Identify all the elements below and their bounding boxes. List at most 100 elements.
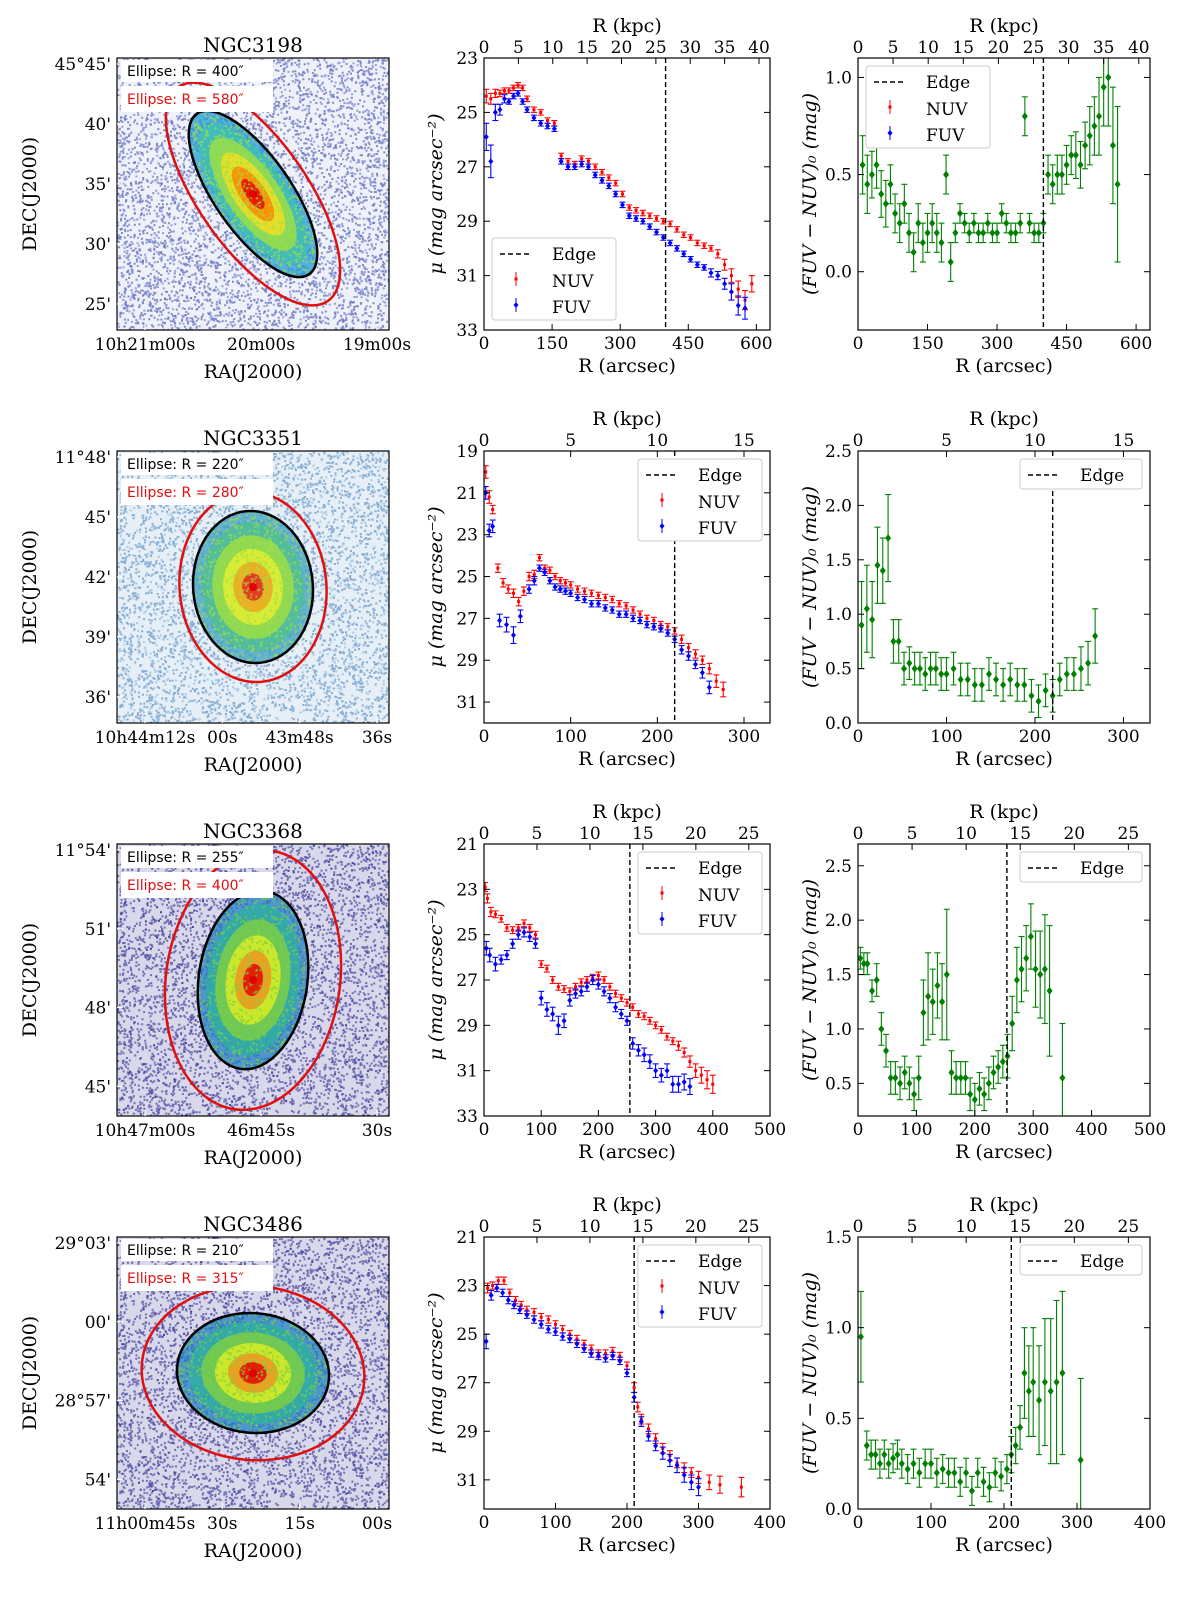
point — [696, 1484, 701, 1491]
x2-tick-label: 25 — [738, 1217, 760, 1237]
y-tick-label: 29 — [456, 1016, 478, 1036]
legend-fuv-label: FUV — [698, 1305, 737, 1325]
ellipse-inner-label: Ellipse: R = 400″ — [127, 64, 244, 80]
ellipse-inner-label-box — [121, 1239, 273, 1261]
y-tick-label: 1.5 — [825, 1228, 852, 1248]
point — [915, 1073, 922, 1082]
x2-tick-label: 5 — [532, 824, 543, 844]
x-tick-label: 100 — [554, 727, 586, 747]
dec-tick-label: 29°03' — [55, 1234, 111, 1254]
point — [896, 219, 903, 228]
point — [975, 228, 982, 237]
point — [1105, 73, 1112, 82]
dec-tick-label: 42' — [85, 568, 111, 588]
legend-edge-label: Edge — [1080, 1252, 1124, 1272]
point — [665, 1035, 669, 1039]
x2-tick-label: 10 — [579, 1217, 601, 1237]
legend: Edge — [1019, 1244, 1143, 1276]
y-tick-label: 31 — [456, 693, 478, 713]
point — [491, 1284, 495, 1288]
point — [1018, 965, 1025, 974]
point — [682, 1051, 686, 1055]
point — [998, 209, 1005, 218]
point — [489, 910, 493, 914]
point — [1012, 228, 1019, 237]
point — [693, 652, 697, 656]
plot-frame — [857, 57, 1151, 331]
point — [718, 1483, 722, 1487]
point — [1056, 675, 1063, 684]
point — [701, 264, 707, 271]
point — [674, 245, 680, 252]
point — [641, 1051, 647, 1058]
point — [895, 637, 902, 646]
point — [882, 199, 889, 208]
y-tick-label: 33 — [456, 321, 478, 341]
x2-tick-label: 20 — [1063, 824, 1085, 844]
point — [686, 653, 692, 660]
x-tick-label: 300 — [682, 1513, 714, 1533]
point — [636, 1012, 640, 1016]
galaxy-nucleus — [249, 976, 257, 984]
point — [557, 586, 563, 593]
point — [531, 114, 537, 121]
point — [1109, 141, 1116, 150]
point — [1077, 160, 1084, 169]
x2-tick-label: 25 — [645, 38, 667, 58]
point — [507, 89, 511, 93]
x2-tick-label: 35 — [714, 38, 736, 58]
dec-tick-label: 36' — [85, 688, 111, 708]
ellipse-inner — [175, 1311, 331, 1435]
legend-box — [1019, 851, 1143, 883]
x2-tick-label: 10 — [579, 824, 601, 844]
point — [614, 992, 618, 996]
point — [576, 587, 580, 591]
point — [519, 1303, 523, 1307]
point — [654, 229, 660, 236]
ellipse-inner-label: Ellipse: R = 210″ — [127, 1243, 244, 1259]
noise-dark — [117, 451, 389, 723]
x2-tick-label: 10 — [647, 431, 669, 451]
chart-7: 0 100 200 300 400 0 5 10 15 20 25 0.0 0.5 1.0 1.5 R (ar… — [799, 1194, 1166, 1556]
point — [484, 470, 488, 474]
point — [1027, 932, 1034, 941]
x2-axis-label: R (kpc) — [969, 408, 1039, 430]
point — [948, 1068, 955, 1077]
point — [1017, 1423, 1024, 1432]
point — [938, 238, 945, 247]
point — [647, 1058, 653, 1065]
point — [863, 1441, 870, 1450]
point — [607, 995, 613, 1002]
legend-fuv-label: FUV — [926, 126, 965, 146]
point — [517, 600, 521, 604]
point — [708, 269, 714, 276]
point — [492, 109, 498, 116]
point — [706, 684, 712, 691]
y-tick-label: 23 — [456, 880, 478, 900]
point — [990, 1068, 997, 1077]
legend-fuv-label: FUV — [552, 298, 591, 318]
point — [532, 108, 536, 112]
point — [916, 1468, 923, 1477]
point — [922, 1459, 929, 1468]
x2-tick-label: 20 — [1063, 1217, 1085, 1237]
point — [641, 211, 645, 215]
point — [674, 1462, 680, 1469]
image-map: Ellipse: R = 255″ Ellipse: R = 400″ — [117, 844, 389, 1116]
x-tick-label: 150 — [536, 334, 568, 354]
point — [498, 956, 504, 963]
point — [602, 978, 606, 982]
point — [1054, 170, 1061, 179]
y-tick-label: 29 — [456, 651, 478, 671]
point — [559, 154, 563, 158]
point — [1046, 986, 1053, 995]
point — [670, 1081, 676, 1088]
point — [588, 600, 594, 607]
x2-tick-label: 15 — [576, 38, 598, 58]
chart-1: 0 150 300 450 600 0 5 10 15 20 25 30 35 40 0.0 0.5 1.0 R … — [799, 15, 1152, 377]
chart-3: 0 100 200 300 0 5 10 15 0.0 0.5 1.0 1.5 2.0 2.5 R (arc… — [799, 408, 1151, 770]
point — [515, 931, 521, 938]
point — [1003, 1465, 1010, 1474]
y-tick-label: 0.0 — [825, 714, 852, 734]
point — [688, 256, 694, 263]
